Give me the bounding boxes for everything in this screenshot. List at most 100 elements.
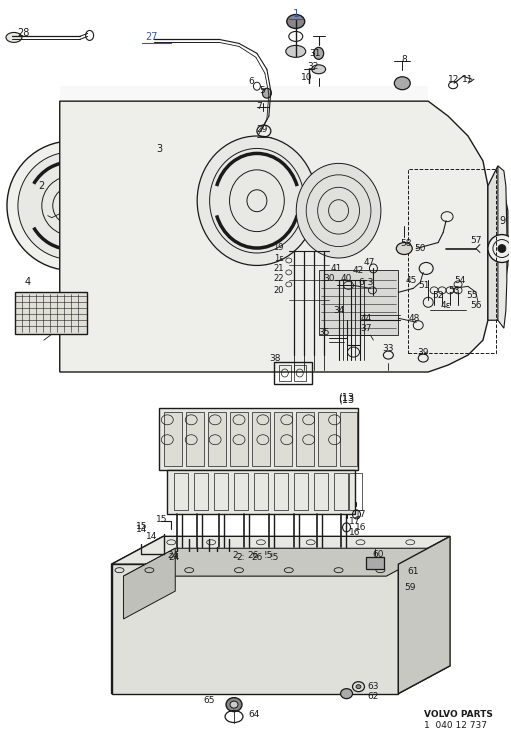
Text: 32: 32	[307, 62, 318, 71]
Text: 38: 38	[269, 354, 281, 363]
Bar	[165, 412, 182, 465]
Text: (13: (13	[338, 393, 355, 403]
Bar	[294, 473, 308, 510]
Bar	[334, 473, 347, 510]
Bar	[294, 365, 306, 381]
Text: !5: !5	[263, 551, 272, 560]
Ellipse shape	[230, 701, 238, 708]
Text: 30: 30	[323, 274, 334, 283]
Text: 10: 10	[301, 73, 312, 82]
Text: 28: 28	[18, 28, 30, 38]
Bar	[252, 412, 270, 465]
Ellipse shape	[197, 136, 317, 266]
Ellipse shape	[68, 202, 76, 209]
Text: 7: 7	[256, 102, 262, 111]
Polygon shape	[124, 548, 438, 576]
Ellipse shape	[18, 152, 126, 260]
Bar	[129, 241, 174, 275]
Text: 12: 12	[448, 75, 460, 84]
Text: 2: 2	[39, 181, 45, 191]
Text: 35: 35	[318, 328, 330, 337]
Text: 16: 16	[355, 523, 366, 532]
Text: 9: 9	[500, 215, 506, 226]
Text: 47: 47	[364, 258, 375, 267]
Text: 4ε: 4ε	[441, 301, 451, 310]
Polygon shape	[398, 536, 450, 693]
Text: 41: 41	[331, 264, 342, 273]
Bar	[174, 473, 188, 510]
Text: 37: 37	[361, 324, 372, 333]
Text: 44: 44	[361, 313, 372, 322]
Text: 29: 29	[256, 124, 268, 134]
Text: 54: 54	[454, 276, 466, 285]
Text: 2:: 2:	[233, 551, 241, 560]
Text: 58: 58	[401, 239, 412, 248]
Text: 2:: 2:	[237, 553, 245, 562]
Bar	[214, 473, 228, 510]
Text: 60: 60	[373, 550, 384, 559]
Polygon shape	[111, 536, 164, 693]
Bar	[234, 473, 248, 510]
Text: 3: 3	[156, 144, 162, 154]
Text: 53: 53	[448, 286, 460, 295]
Text: VOLVO PARTS: VOLVO PARTS	[424, 710, 493, 719]
Bar	[274, 362, 312, 384]
Ellipse shape	[314, 47, 323, 59]
Text: 59: 59	[405, 583, 416, 592]
Bar	[279, 365, 291, 381]
Text: 14: 14	[146, 532, 157, 541]
Text: 48: 48	[409, 313, 420, 322]
Text: 27: 27	[145, 32, 157, 43]
Bar	[15, 292, 87, 334]
Ellipse shape	[69, 203, 74, 208]
Text: 52: 52	[432, 291, 444, 300]
Text: 1: 1	[292, 8, 299, 19]
Text: 17: 17	[355, 510, 366, 519]
Bar	[194, 473, 208, 510]
Polygon shape	[60, 86, 428, 370]
Text: 15: 15	[135, 522, 147, 531]
Text: 31: 31	[309, 49, 320, 58]
Text: 17: 17	[349, 517, 360, 526]
Polygon shape	[60, 101, 488, 372]
Ellipse shape	[7, 141, 136, 271]
Ellipse shape	[394, 77, 410, 90]
Polygon shape	[124, 548, 175, 619]
Text: 5: 5	[259, 86, 265, 95]
Text: 42: 42	[353, 266, 364, 275]
Text: 21: 21	[273, 264, 284, 273]
Text: 26: 26	[251, 553, 263, 562]
Text: 50: 50	[414, 244, 426, 253]
Bar	[208, 412, 226, 465]
Text: 40: 40	[341, 274, 352, 283]
Text: 63: 63	[368, 682, 379, 691]
Bar	[159, 408, 359, 470]
Bar	[230, 412, 248, 465]
Bar	[274, 412, 292, 465]
Text: 1ε: 1ε	[274, 254, 284, 263]
Bar	[186, 412, 204, 465]
Ellipse shape	[498, 245, 506, 253]
Ellipse shape	[356, 684, 361, 689]
Ellipse shape	[340, 689, 353, 699]
Bar	[366, 557, 384, 569]
Ellipse shape	[296, 163, 381, 258]
Text: 22: 22	[273, 274, 284, 283]
Text: 39: 39	[417, 348, 429, 357]
Bar	[340, 412, 358, 465]
Ellipse shape	[6, 32, 22, 43]
Polygon shape	[488, 166, 508, 320]
Bar	[167, 470, 355, 515]
Text: (13: (13	[338, 395, 355, 405]
Text: 61: 61	[407, 567, 419, 576]
Text: 45: 45	[406, 276, 417, 285]
Text: 34: 34	[333, 306, 344, 315]
Text: 26: 26	[247, 551, 259, 560]
Text: 16: 16	[349, 528, 360, 537]
Text: 57: 57	[470, 236, 482, 245]
Bar	[274, 473, 288, 510]
Ellipse shape	[488, 235, 511, 263]
Text: 62: 62	[368, 692, 379, 701]
Text: 64: 64	[248, 710, 260, 719]
Ellipse shape	[287, 14, 305, 28]
